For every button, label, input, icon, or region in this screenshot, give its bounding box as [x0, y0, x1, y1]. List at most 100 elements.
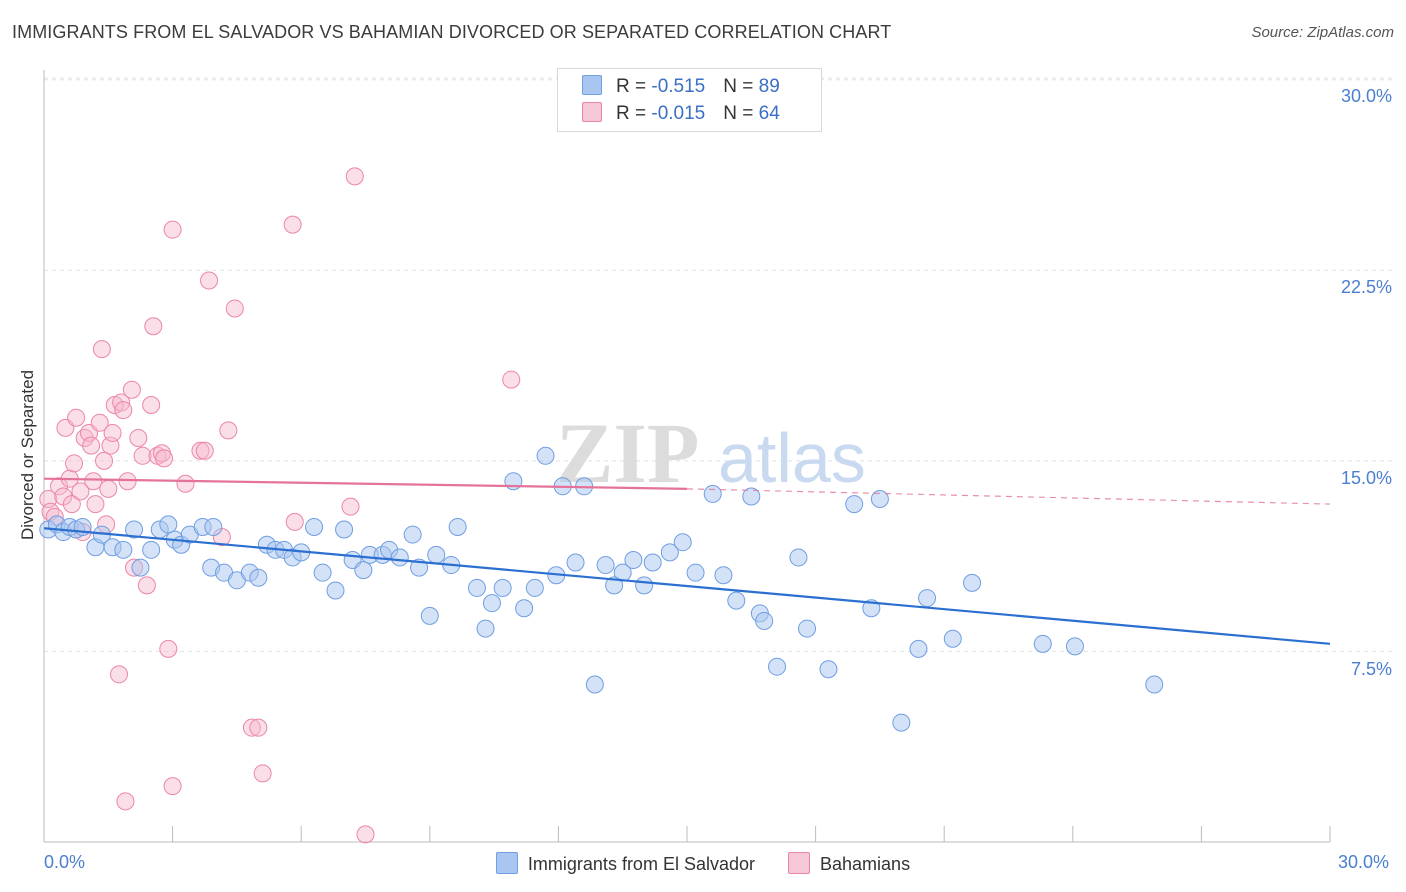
data-point-bahamians [249, 718, 268, 737]
data-point-bahamians [95, 451, 114, 470]
legend-swatch-blue [582, 75, 602, 95]
data-point-bahamians [84, 472, 103, 491]
data-point-el-salvador [390, 548, 409, 567]
data-point-el-salvador [427, 545, 446, 564]
data-point-bahamians [110, 665, 129, 684]
data-point-el-salvador [493, 578, 512, 597]
data-point-bahamians [163, 777, 182, 796]
y-tick-label: 15.0% [1340, 468, 1392, 488]
data-point-el-salvador [131, 558, 150, 577]
data-point-bahamians [242, 718, 261, 737]
trend-line-bahamians-extrapolated [686, 488, 1331, 505]
data-point-el-salvador [525, 578, 544, 597]
chart-title: IMMIGRANTS FROM EL SALVADOR VS BAHAMIAN … [12, 22, 892, 42]
data-point-el-salvador [476, 619, 495, 638]
data-point-bahamians [122, 380, 141, 399]
data-point-bahamians [502, 370, 521, 389]
data-point-el-salvador [742, 487, 761, 506]
data-point-bahamians [50, 477, 69, 496]
data-point-el-salvador [125, 520, 144, 539]
data-point-bahamians [225, 299, 244, 318]
series-legend: Immigrants from El Salvador Bahamians [0, 852, 1406, 875]
data-point-bahamians [99, 479, 118, 498]
data-point-el-salvador [1145, 675, 1164, 694]
data-point-bahamians [176, 474, 195, 493]
data-point-bahamians [341, 497, 360, 516]
data-point-el-salvador [789, 548, 808, 567]
data-point-el-salvador [727, 591, 746, 610]
data-point-el-salvador [1065, 637, 1084, 656]
data-point-el-salvador [403, 525, 422, 544]
data-point-bahamians [200, 271, 219, 290]
data-point-bahamians [65, 454, 84, 473]
data-point-el-salvador [585, 675, 604, 694]
data-point-el-salvador [204, 517, 223, 536]
data-point-el-salvador [660, 543, 679, 562]
data-point-el-salvador [673, 533, 692, 552]
stats-legend: R = -0.515 N = 89 R = -0.015 N = 64 [557, 68, 822, 132]
source-note: Source: ZipAtlas.com [1251, 24, 1394, 41]
data-point-el-salvador [624, 550, 643, 569]
data-point-el-salvador [313, 563, 332, 582]
data-point-bahamians [118, 472, 137, 491]
data-point-bahamians [144, 317, 163, 336]
y-tick-label: 22.5% [1340, 277, 1392, 297]
data-point-el-salvador [335, 520, 354, 539]
data-point-bahamians [163, 220, 182, 239]
data-point-el-salvador [448, 517, 467, 536]
data-point-bahamians [195, 441, 214, 460]
data-point-el-salvador [918, 589, 937, 608]
data-point-el-salvador [482, 594, 501, 613]
data-point-el-salvador [249, 568, 268, 587]
series-el-salvador [39, 446, 1164, 732]
data-point-el-salvador [703, 484, 722, 503]
data-point-el-salvador [142, 540, 161, 559]
data-point-el-salvador [114, 540, 133, 559]
data-point-el-salvador [686, 563, 705, 582]
data-point-el-salvador [354, 561, 373, 580]
data-point-el-salvador [963, 573, 982, 592]
gridlines [44, 77, 1392, 652]
legend-item-bahamians: Bahamians [788, 852, 910, 875]
data-point-el-salvador [845, 495, 864, 514]
data-point-bahamians [67, 408, 86, 427]
data-point-bahamians [116, 792, 135, 811]
data-point-el-salvador [943, 629, 962, 648]
legend-n-value: 64 [758, 103, 780, 124]
data-point-el-salvador [755, 611, 774, 630]
data-point-el-salvador [605, 576, 624, 595]
legend-row-el-salvador: R = -0.515 N = 89 [582, 75, 780, 99]
data-point-el-salvador [798, 619, 817, 638]
legend-swatch-pink [788, 852, 811, 874]
x-tick-label: 0.0% [44, 852, 86, 872]
legend-r-value: -0.015 [651, 103, 706, 124]
data-point-bahamians [356, 825, 375, 844]
data-point-bahamians [62, 495, 81, 514]
legend-item-el-salvador: Immigrants from El Salvador [495, 852, 755, 875]
legend-r-value: -0.515 [651, 76, 706, 97]
data-point-el-salvador [596, 556, 615, 575]
data-point-el-salvador [536, 446, 555, 465]
data-point-bahamians [137, 576, 156, 595]
data-point-bahamians [112, 393, 131, 412]
trend-line-el-salvador [43, 527, 1331, 645]
data-point-bahamians [92, 340, 111, 359]
data-point-el-salvador [909, 639, 928, 658]
data-point-bahamians [219, 421, 238, 440]
data-point-el-salvador [643, 553, 662, 572]
legend-swatch-blue [495, 852, 518, 874]
data-point-el-salvador [326, 581, 345, 600]
data-point-el-salvador [566, 553, 585, 572]
legend-swatch-pink [582, 102, 602, 122]
data-point-bahamians [86, 495, 105, 514]
data-point-el-salvador [819, 660, 838, 679]
data-point-bahamians [159, 639, 178, 658]
data-point-bahamians [129, 429, 148, 448]
data-point-bahamians [142, 395, 161, 414]
x-tick-label: 30.0% [1338, 852, 1390, 872]
series-bahamians [39, 167, 521, 844]
data-point-el-salvador [635, 576, 654, 595]
data-point-bahamians [285, 512, 304, 531]
legend-row-bahamians: R = -0.015 N = 64 [582, 102, 780, 126]
